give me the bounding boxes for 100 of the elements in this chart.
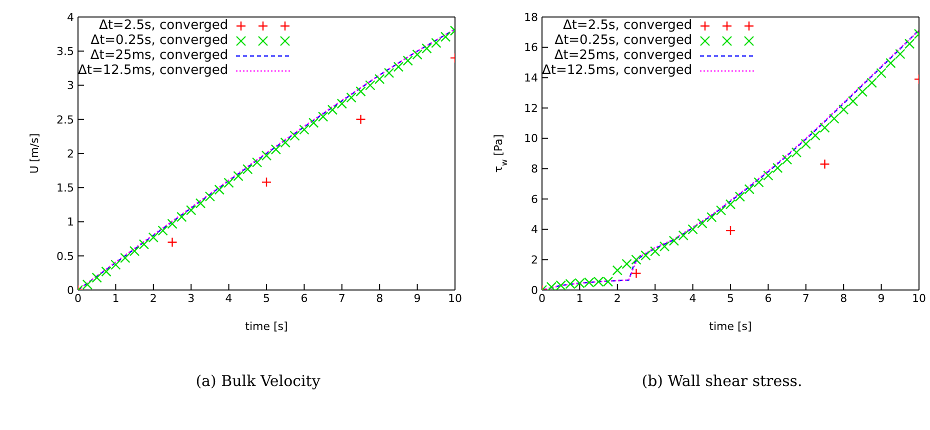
x-tick-label: 3: [652, 292, 659, 305]
x-tick-label: 9: [878, 292, 885, 305]
point: [242, 164, 253, 174]
point: [763, 170, 774, 181]
point: [224, 178, 234, 188]
point: [829, 114, 840, 124]
point: [688, 224, 698, 234]
y-tick-label: 12: [524, 102, 538, 115]
x-tick-label: 7: [802, 292, 810, 305]
y-tick-label: 3: [67, 79, 74, 92]
y-tick-label: 10: [524, 132, 538, 146]
x-tick-label: 6: [764, 292, 772, 305]
point: [270, 144, 282, 155]
point: [261, 150, 272, 161]
point: [886, 58, 896, 68]
point: [800, 138, 811, 150]
point: [195, 198, 206, 208]
y-tick-label: 1: [67, 216, 74, 229]
point: [158, 226, 168, 236]
y-tick-label: 4: [531, 223, 538, 236]
x-tick-label: 2: [150, 292, 157, 305]
point: [110, 260, 121, 270]
point: [659, 241, 670, 252]
point: [678, 230, 688, 240]
x-tick-label: 3: [188, 292, 195, 305]
point: [791, 147, 802, 158]
y-tick-label: 4: [67, 10, 74, 24]
point: [356, 86, 366, 96]
y-tick-label: 3.5: [56, 45, 74, 58]
point: [167, 218, 178, 229]
legend-label: Δt=2.5s, converged: [562, 18, 692, 33]
point: [866, 78, 877, 88]
point: [904, 38, 915, 49]
x-tick-label: 5: [263, 292, 270, 305]
x-tick-label: 2: [614, 292, 621, 305]
x-axis-title: time [s]: [245, 320, 288, 333]
text: (b) Wall shear stress.: [640, 372, 804, 390]
point: [650, 246, 660, 256]
point: [857, 86, 868, 97]
y-tick-label: 18: [524, 10, 538, 24]
x-tick-label: 1: [112, 292, 120, 305]
point: [356, 114, 366, 124]
x-tick-label: 1: [576, 292, 584, 305]
point: [895, 48, 906, 60]
point: [631, 268, 642, 278]
point: [384, 68, 394, 78]
point: [744, 184, 754, 194]
point: [186, 205, 196, 216]
x-tick-label: 8: [840, 292, 848, 305]
point: [412, 49, 422, 60]
point: [365, 80, 376, 90]
point: [612, 265, 622, 276]
y-tick-label: 14: [524, 72, 538, 85]
point: [640, 250, 651, 261]
point: [631, 254, 642, 265]
point: [82, 279, 93, 290]
point: [431, 38, 442, 48]
y-tick-label: 0.5: [56, 250, 74, 263]
x-tick-label: 10: [448, 292, 462, 305]
point: [725, 225, 736, 236]
point: [838, 104, 849, 115]
x-tick-label: 8: [376, 292, 384, 305]
point: [167, 237, 178, 248]
legend-label: Δt=12.5ms, converged: [542, 63, 692, 78]
point: [214, 184, 224, 195]
point: [668, 236, 680, 246]
point: [336, 98, 347, 109]
point: [697, 218, 708, 228]
x-tick-label: 10: [912, 292, 926, 305]
x-tick-label: 4: [689, 292, 696, 305]
y-tick-label: 1.5: [56, 182, 74, 195]
legend-label: Δt=25ms, converged: [90, 48, 228, 63]
y-tick-label: 2: [531, 254, 538, 267]
point: [782, 154, 792, 165]
point: [176, 212, 187, 222]
point: [280, 137, 290, 148]
x-tick-label: 6: [300, 292, 308, 305]
point: [204, 191, 216, 202]
legend-label: Δt=0.25s, converged: [90, 33, 228, 48]
text: (a) Bulk Velocity: [194, 372, 322, 390]
point: [820, 159, 830, 170]
x-tick-label: 4: [225, 292, 232, 305]
point: [252, 157, 262, 168]
point: [299, 124, 310, 135]
point: [374, 74, 385, 84]
point: [820, 122, 830, 133]
point: [725, 199, 736, 210]
point: [772, 162, 783, 174]
y-tick-label: 6: [531, 192, 538, 206]
point: [261, 177, 272, 188]
point: [734, 192, 746, 202]
point: [148, 232, 158, 243]
point: [346, 92, 356, 103]
point: [233, 170, 244, 182]
y-tick-label: 2: [67, 147, 74, 160]
y-tick-label: 2.5: [56, 113, 74, 126]
point: [120, 252, 130, 264]
point: [92, 272, 102, 283]
point: [876, 68, 886, 78]
point: [327, 104, 338, 115]
